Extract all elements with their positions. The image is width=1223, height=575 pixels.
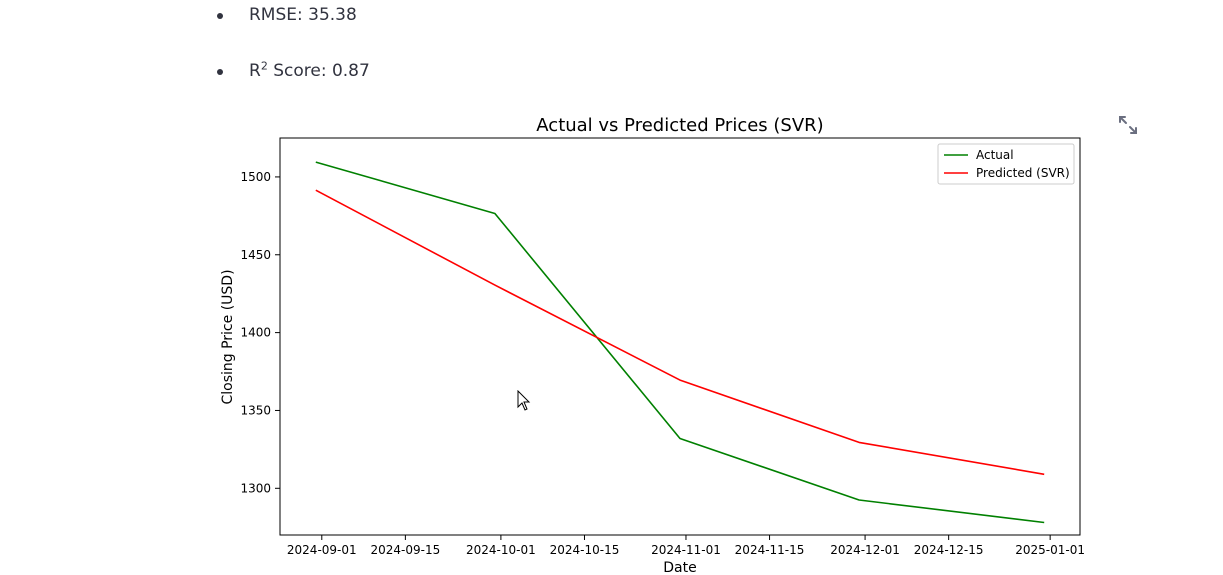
plot-frame xyxy=(279,137,1081,536)
legend-label: Predicted (SVR) xyxy=(976,166,1070,180)
y-tick-label: 1350 xyxy=(240,403,271,417)
y-tick-label: 1450 xyxy=(240,248,271,262)
x-tick-label: 2024-11-01 xyxy=(651,543,721,557)
fullscreen-button[interactable] xyxy=(1116,113,1140,137)
x-tick-label: 2024-10-15 xyxy=(550,543,620,557)
series-lines xyxy=(315,161,1045,524)
x-tick-label: 2025-01-01 xyxy=(1015,543,1085,557)
metric-r2-value: Score: 0.87 xyxy=(267,61,370,81)
series-line-actual xyxy=(315,161,1045,524)
y-tick-label: 1300 xyxy=(240,481,271,495)
x-tick-label: 2024-09-15 xyxy=(370,543,440,557)
x-tick-label: 2024-09-01 xyxy=(287,543,357,557)
bullet-icon xyxy=(217,69,223,75)
metric-r2-label: R xyxy=(249,61,261,81)
mouse-pointer-icon xyxy=(517,390,531,412)
x-axis: 2024-09-01 2024-09-15 2024-10-01 2024-10-15… xyxy=(287,535,1085,557)
metric-rmse-text: RMSE: 35.38 xyxy=(249,5,357,25)
x-tick-label: 2024-12-01 xyxy=(830,543,900,557)
metric-r2-text: R2 Score: 0.87 xyxy=(249,59,370,81)
y-axis: 1300 1350 1400 1450 1500 xyxy=(240,170,280,495)
expand-icon xyxy=(1119,116,1137,134)
chart-title: Actual vs Predicted Prices (SVR) xyxy=(536,115,823,136)
y-tick-label: 1500 xyxy=(240,170,271,184)
legend-label: Actual xyxy=(976,148,1014,162)
bullet-icon xyxy=(217,13,223,19)
legend-box xyxy=(937,143,1075,185)
x-tick-label: 2024-12-15 xyxy=(914,543,984,557)
series-line-predicted xyxy=(315,189,1045,476)
legend: Actual Predicted (SVR) xyxy=(937,143,1075,185)
metric-r2-superscript: 2 xyxy=(260,59,268,73)
x-tick-label: 2024-10-01 xyxy=(466,543,536,557)
x-tick-label: 2024-11-15 xyxy=(735,543,805,557)
y-tick-label: 1400 xyxy=(240,326,271,340)
x-axis-label: Date xyxy=(663,560,696,575)
y-axis-label: Closing Price (USD) xyxy=(220,269,236,404)
